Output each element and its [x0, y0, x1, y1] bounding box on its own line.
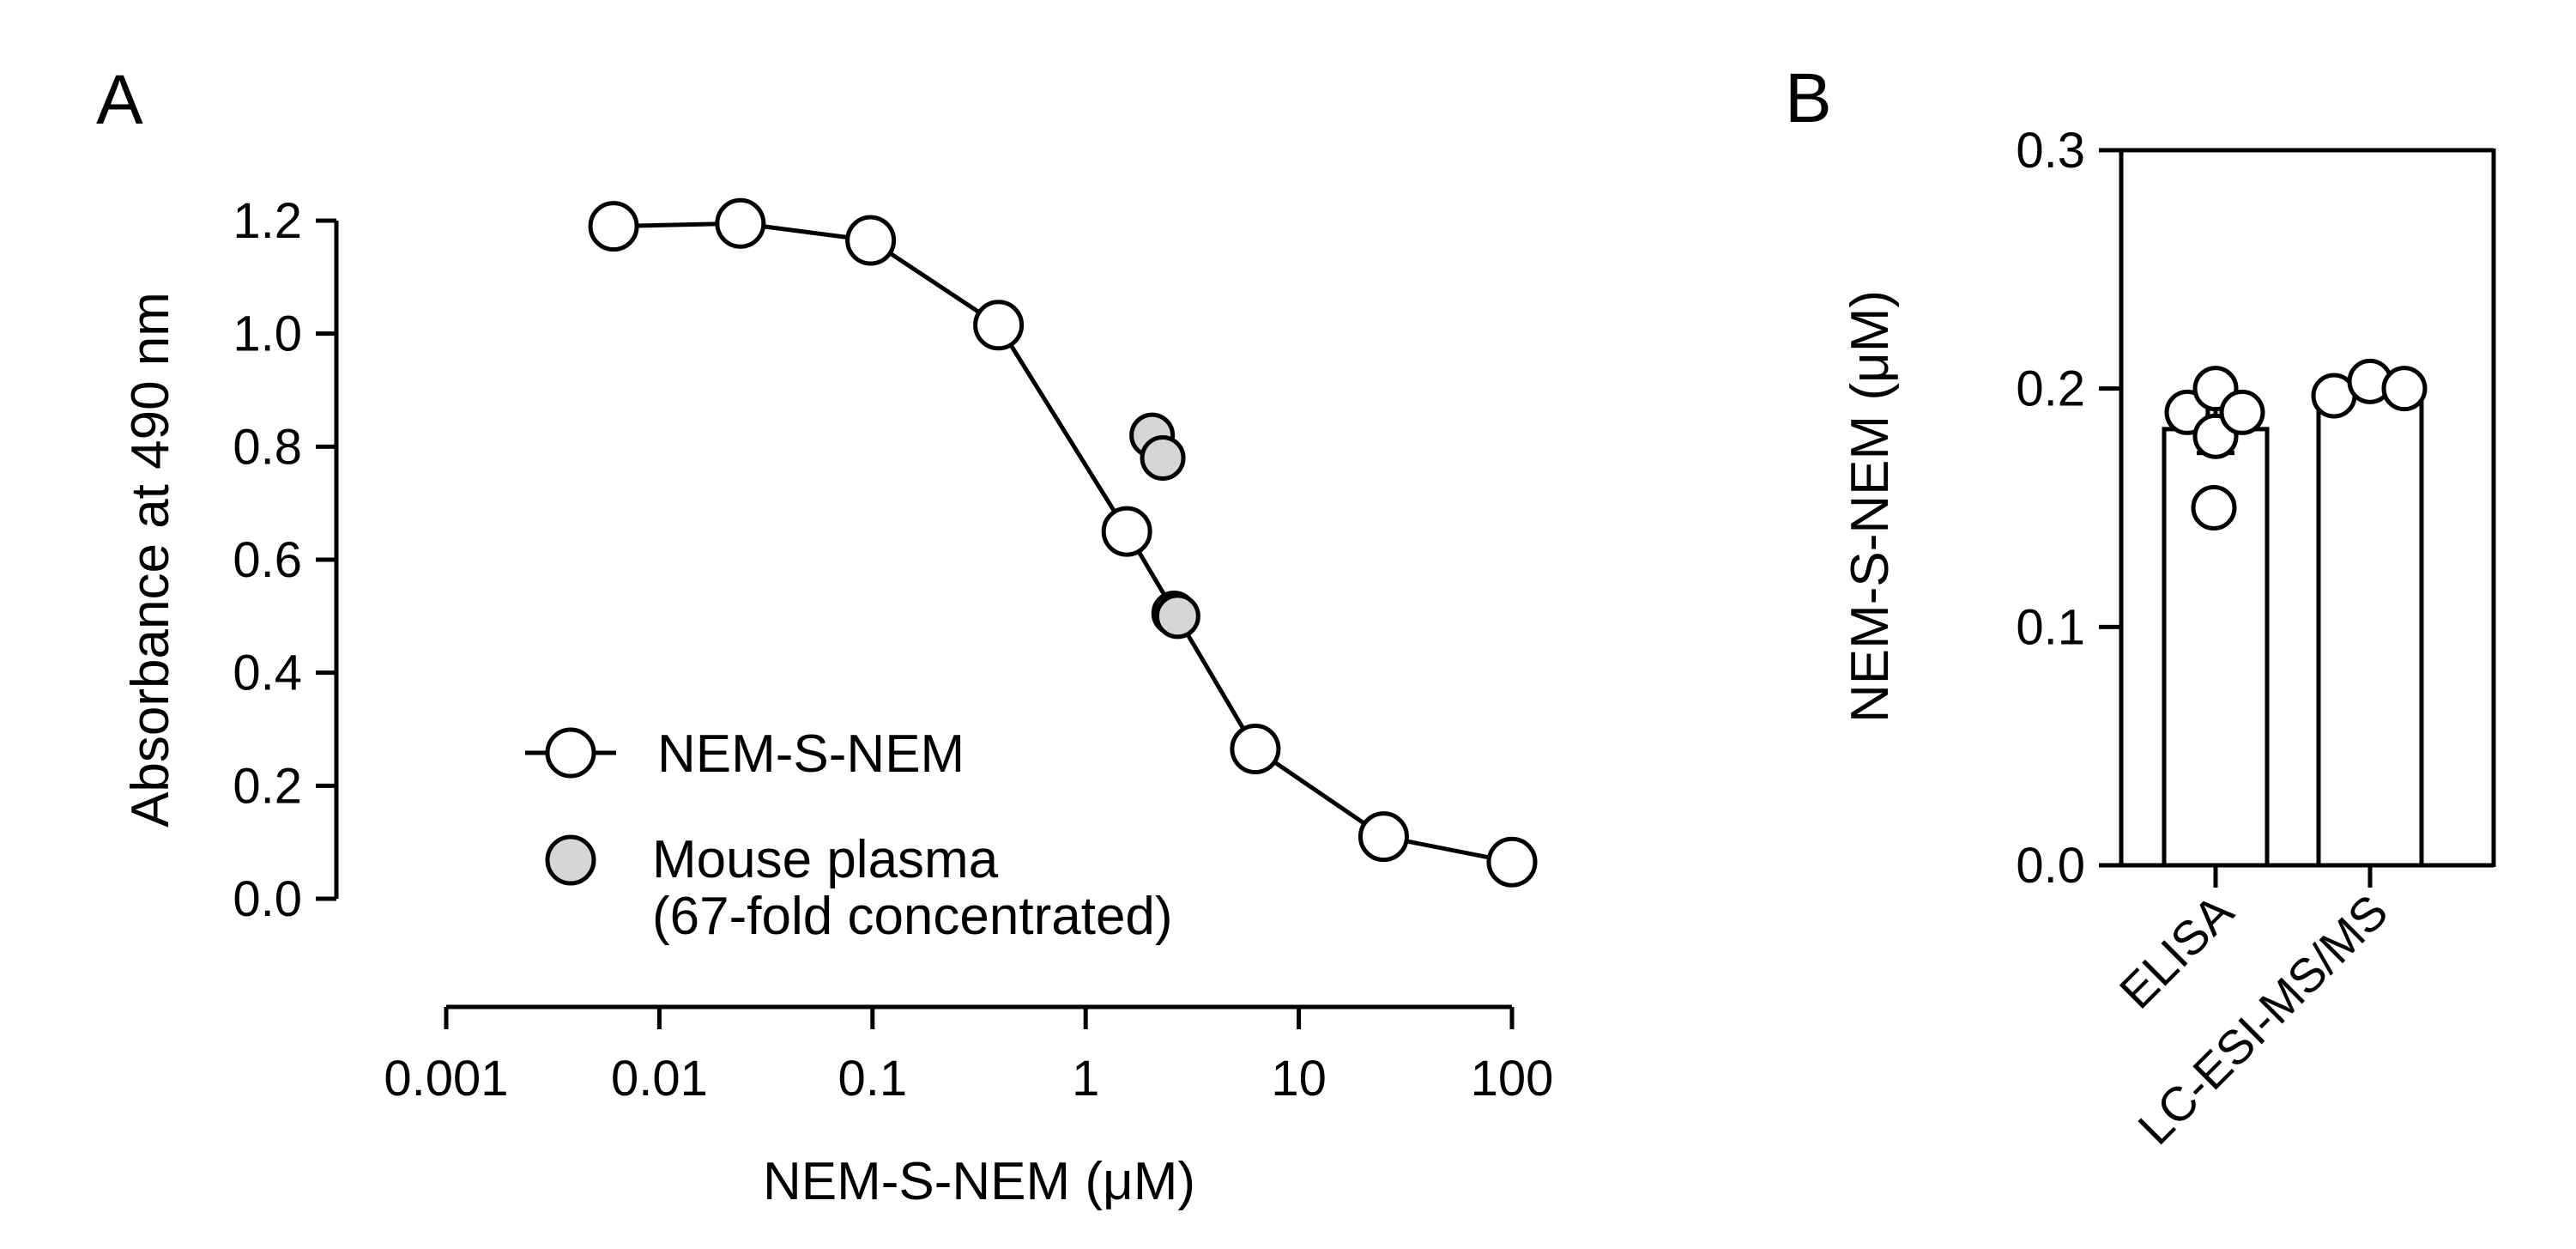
category-label: ELISA	[2109, 883, 2244, 1018]
standard-point	[845, 215, 897, 266]
y-tick-label: 0.2	[2016, 361, 2085, 417]
standard-point	[715, 197, 766, 249]
panel-a-standard-points	[588, 197, 1538, 888]
standard-point	[1358, 811, 1409, 863]
panel-a-x-axis-title: NEM-S-NEM (μM)	[763, 1152, 1195, 1211]
panel-b-y-ticks: 0.0 0.1 0.2 0.3	[2016, 123, 2121, 894]
legend-label-mouse-plasma-line2: (67-fold concentrated)	[652, 887, 1173, 946]
data-point	[2191, 485, 2237, 531]
plasma-point	[1154, 593, 1200, 640]
y-tick-label: 0.2	[233, 758, 302, 814]
y-tick-label: 0.6	[233, 532, 302, 588]
x-tick-label: 1	[1072, 1051, 1099, 1107]
standard-point	[1101, 506, 1152, 557]
legend-label-mouse-plasma: Mouse plasma	[652, 830, 999, 889]
panel-a-y-axis-title: Absorbance at 490 nm	[121, 292, 180, 828]
plasma-point	[1140, 435, 1186, 481]
legend-gray-marker	[545, 834, 596, 886]
standard-point	[973, 300, 1025, 351]
bar	[2316, 386, 2424, 868]
y-tick-label: 1.2	[233, 193, 302, 249]
legend-open-marker	[545, 727, 596, 779]
x-tick-label: 0.01	[611, 1051, 708, 1107]
panel-b-label: B	[1785, 59, 1832, 137]
y-tick-label: 1.0	[233, 306, 302, 362]
x-tick-label: 10	[1271, 1051, 1327, 1107]
legend-label-nem-s-nem: NEM-S-NEM	[657, 725, 964, 784]
x-tick-label: 0.1	[838, 1051, 907, 1107]
standard-point	[588, 201, 639, 252]
panel-a-legend: NEM-S-NEM Mouse plasma (67-fold concentr…	[525, 725, 1173, 946]
y-tick-label: 0.3	[2016, 123, 2085, 179]
y-tick-label: 0.4	[233, 646, 302, 701]
panel-a-y-ticks: 0.0 0.2 0.4 0.6 0.8 1.0 1.2	[233, 193, 336, 927]
y-tick-label: 0.1	[2016, 599, 2085, 655]
y-tick-label: 0.8	[233, 419, 302, 475]
data-point	[2381, 366, 2428, 412]
x-tick-label: 0.001	[384, 1051, 508, 1107]
data-point	[2219, 389, 2265, 435]
panel-b-y-axis-title: NEM-S-NEM (μM)	[1841, 290, 1900, 723]
y-tick-label: 0.0	[233, 871, 302, 927]
panel-a-x-ticks: 0.001 0.01 0.1 1 10 100	[384, 1007, 1553, 1107]
panel-a-plasma-points	[1129, 412, 1200, 640]
y-tick-label: 0.0	[2016, 838, 2085, 894]
standard-point	[1486, 836, 1538, 888]
panel-b-bars	[2162, 358, 2428, 888]
panel-a-label: A	[96, 61, 143, 139]
x-tick-label: 100	[1471, 1051, 1554, 1107]
standard-point	[1230, 724, 1281, 775]
